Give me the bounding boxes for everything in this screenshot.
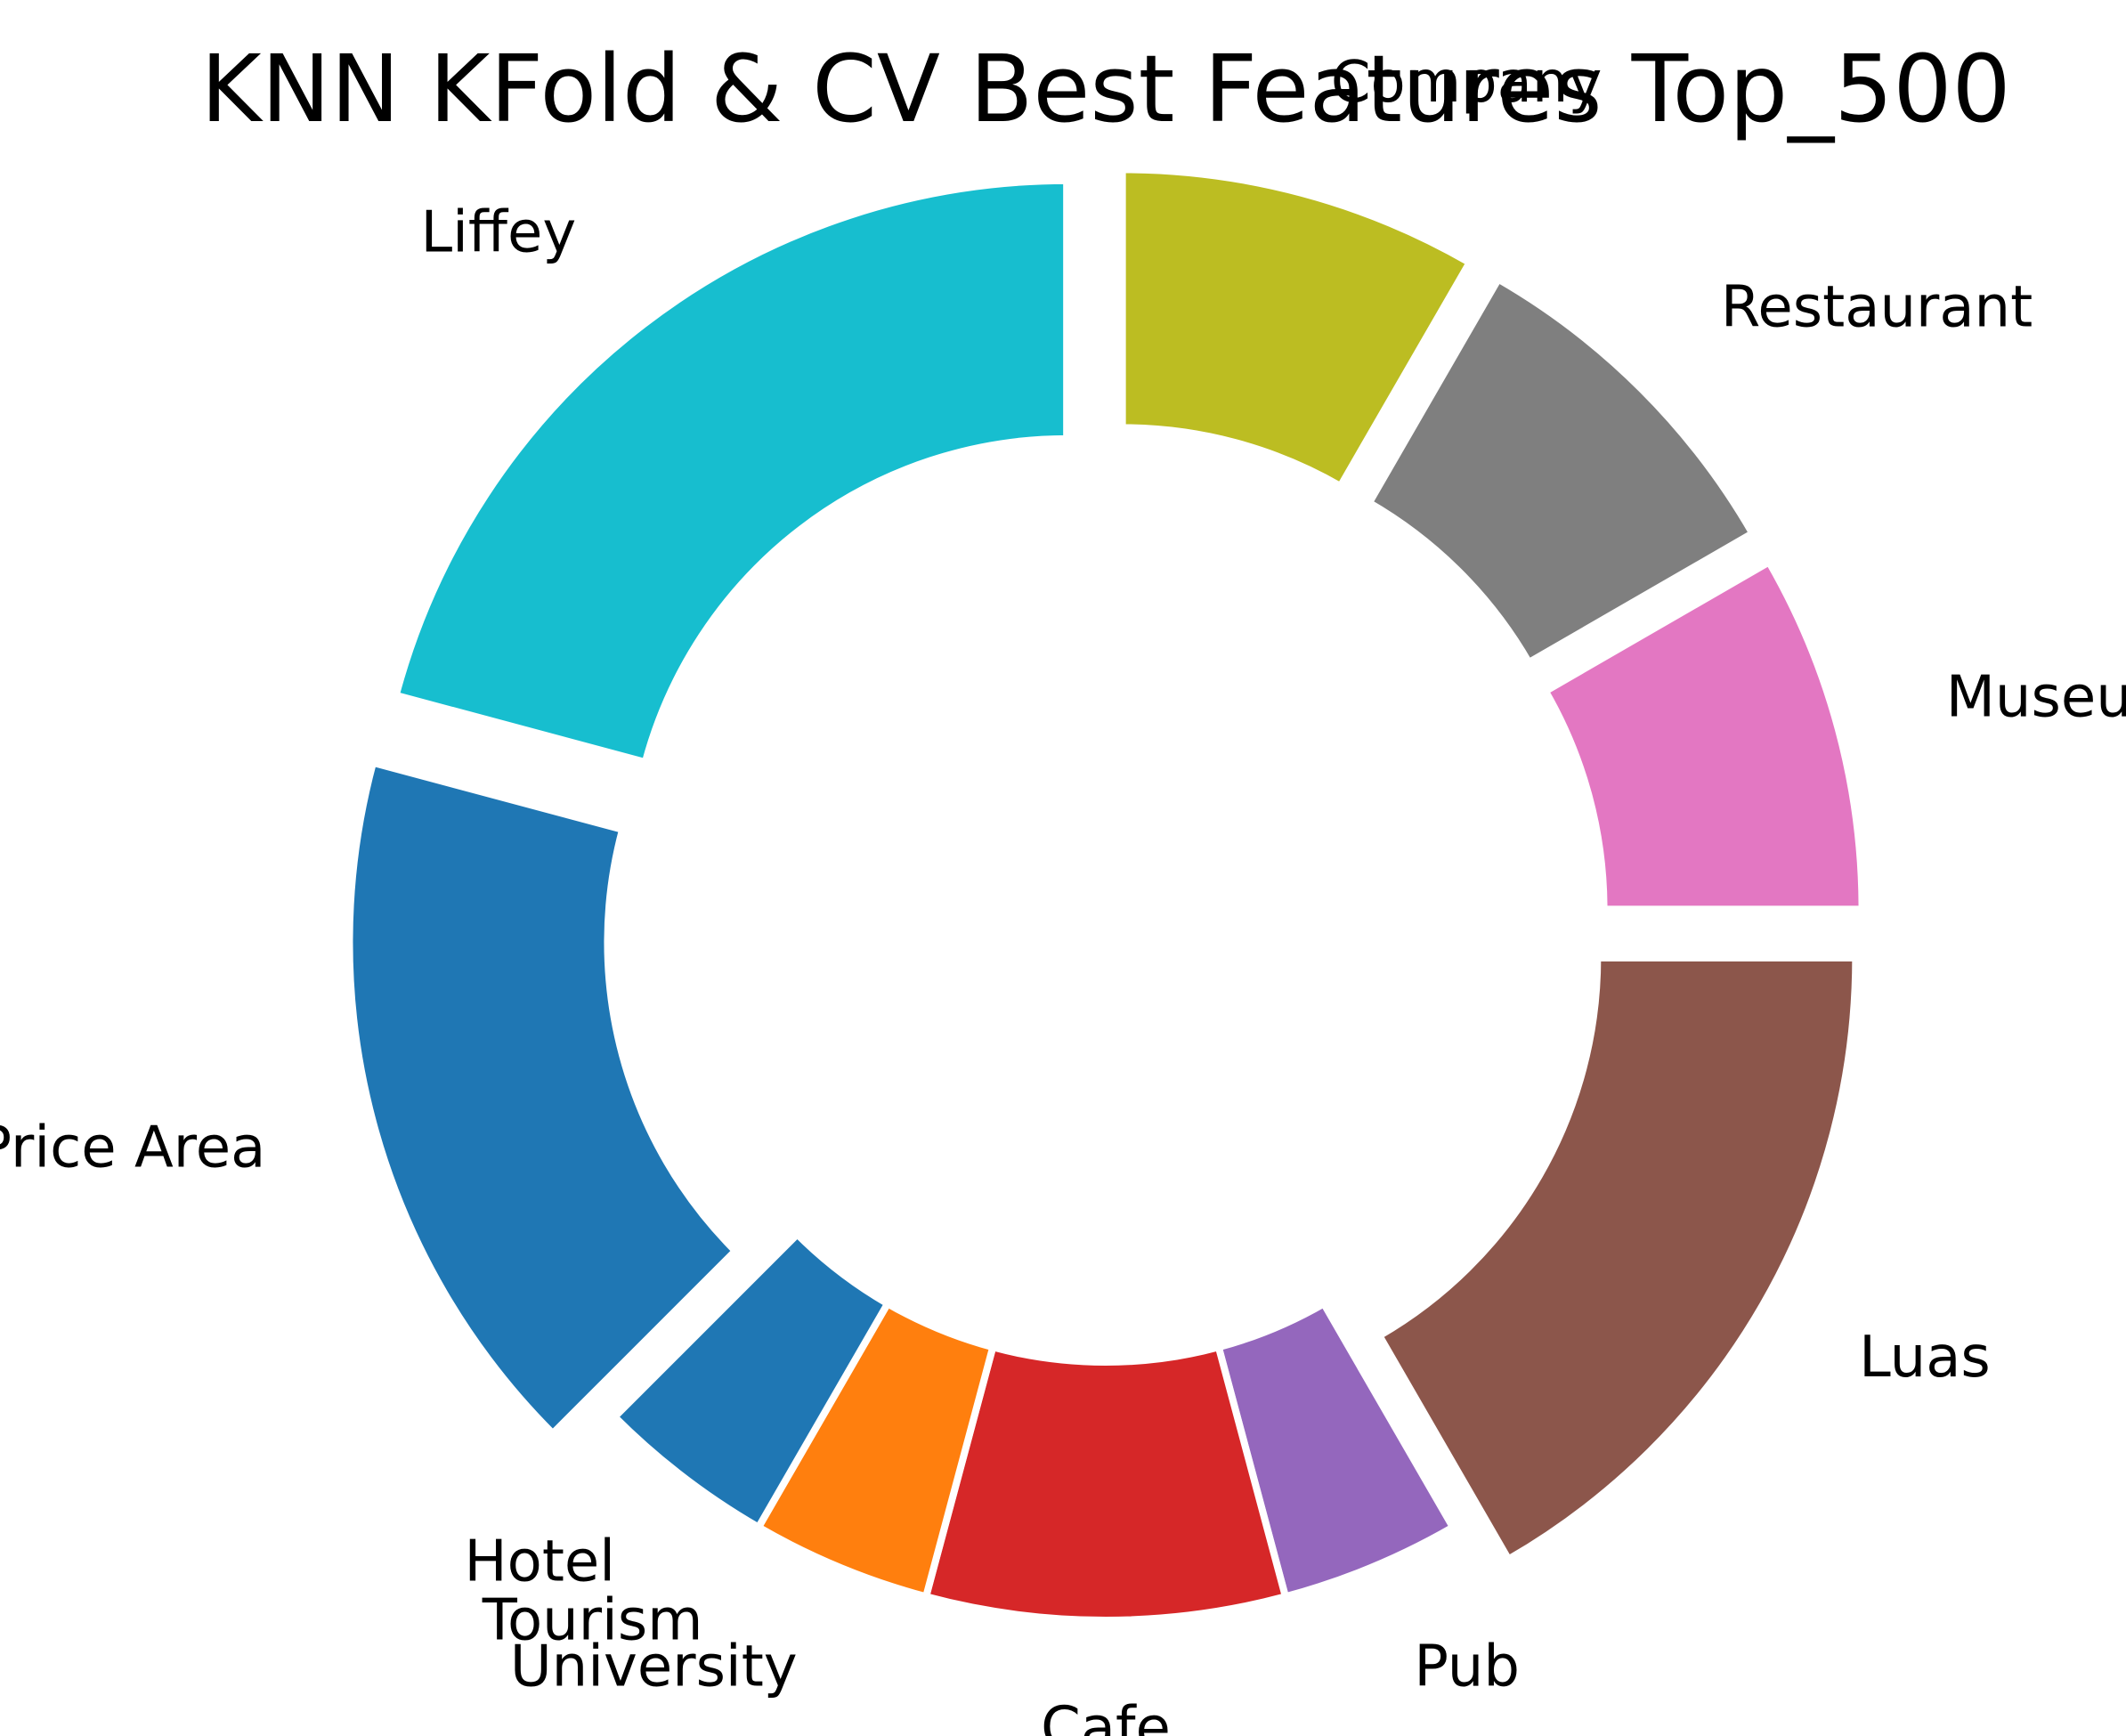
label-restaurant: Restaurant	[1721, 275, 2033, 341]
label-hotel: Hotel	[465, 1529, 616, 1595]
donut-slices	[345, 166, 1866, 1624]
slice-luas	[1374, 954, 1860, 1564]
slice-price-area	[345, 758, 741, 1439]
slice-museum	[1540, 556, 1866, 913]
label-price-area: Price Area	[0, 1115, 265, 1180]
slice-hotel	[609, 1229, 893, 1532]
label-liffey: Liffey	[420, 199, 576, 265]
label-tourism: Tourism	[482, 1587, 703, 1653]
label-luas: Luas	[1859, 1325, 1991, 1391]
label-university: University	[510, 1635, 798, 1700]
label-museum: Museum	[1946, 665, 2126, 731]
label-cafe: Cafe	[1041, 1696, 1171, 1736]
slice-company	[1118, 166, 1475, 491]
slice-restaurant	[1364, 274, 1757, 668]
label-company: Company	[1331, 50, 1602, 116]
label-pub: Pub	[1414, 1635, 1520, 1700]
slice-liffey	[391, 176, 1071, 767]
slice-labels: Company Restaurant Museum Luas Pub Cafe Univer…	[0, 50, 2126, 1736]
chart-title: KNN KFold & CV Best Features Top_500	[200, 35, 2010, 143]
